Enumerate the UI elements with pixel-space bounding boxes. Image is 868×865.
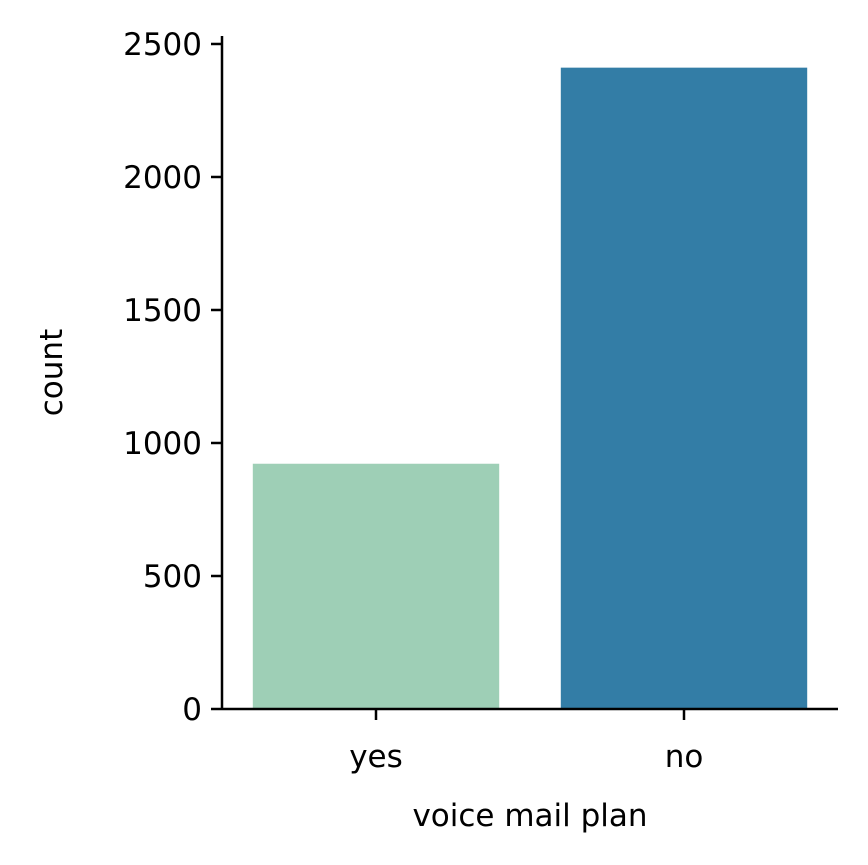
y-tick-label: 2000 <box>123 160 202 196</box>
bar-no <box>560 67 808 710</box>
x-tick-label: yes <box>349 739 403 775</box>
y-axis-ticks: 0 500 1000 1500 2000 2500 <box>123 27 222 728</box>
x-axis-ticks: yes no <box>349 709 703 775</box>
bars-group <box>252 67 808 710</box>
x-axis-title: voice mail plan <box>412 798 647 834</box>
bar-yes <box>252 463 500 709</box>
x-tick-label: no <box>665 739 704 775</box>
y-tick-label: 500 <box>143 559 202 595</box>
y-tick-label: 2500 <box>123 27 202 63</box>
y-tick-label: 0 <box>182 692 202 728</box>
y-tick-label: 1000 <box>123 426 202 462</box>
y-axis-title: count <box>34 329 70 416</box>
y-tick-label: 1500 <box>123 293 202 329</box>
